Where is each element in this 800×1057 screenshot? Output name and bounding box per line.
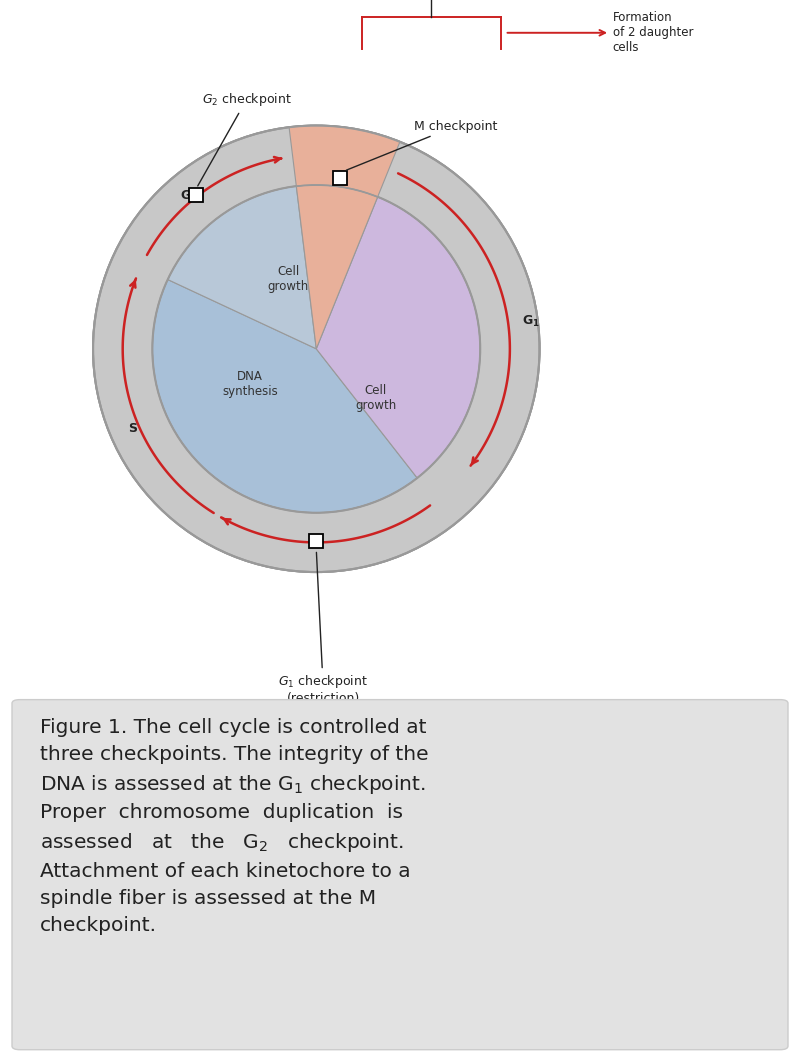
Bar xyxy=(310,534,323,549)
Circle shape xyxy=(93,126,539,572)
Text: Figure 1. The cell cycle is controlled at
three checkpoints. The integrity of th: Figure 1. The cell cycle is controlled a… xyxy=(40,718,429,934)
Text: $\mathbf{G_2}$: $\mathbf{G_2}$ xyxy=(180,189,198,204)
Text: Formation
of 2 daughter
cells: Formation of 2 daughter cells xyxy=(507,12,694,54)
Text: $\mathbf{G_1}$: $\mathbf{G_1}$ xyxy=(522,314,540,330)
Bar xyxy=(334,171,347,185)
Text: $G_2$ checkpoint: $G_2$ checkpoint xyxy=(198,91,291,186)
Text: Cell
growth: Cell growth xyxy=(268,265,309,293)
Wedge shape xyxy=(168,186,316,349)
Wedge shape xyxy=(152,279,418,513)
Text: Cell
growth: Cell growth xyxy=(355,384,396,411)
Text: M checkpoint: M checkpoint xyxy=(346,119,498,170)
Text: DNA
synthesis: DNA synthesis xyxy=(222,370,278,397)
Wedge shape xyxy=(289,126,400,197)
Wedge shape xyxy=(290,132,398,349)
FancyBboxPatch shape xyxy=(12,700,788,1050)
Text: $G_1$ checkpoint
(restriction): $G_1$ checkpoint (restriction) xyxy=(278,553,368,705)
Wedge shape xyxy=(316,197,480,478)
Bar xyxy=(190,188,203,202)
Wedge shape xyxy=(93,126,539,572)
Text: $\mathbf{S}$: $\mathbf{S}$ xyxy=(128,422,138,435)
